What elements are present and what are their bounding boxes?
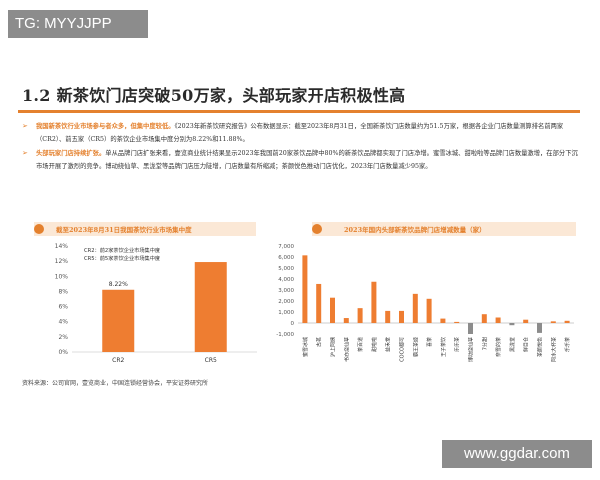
chart1-title-bar — [34, 222, 256, 236]
bar — [550, 321, 556, 323]
y-tick-label: 2,000 — [278, 299, 294, 305]
chart-concentration: 0% 2% 4% 6% 8% 10% 12% 14% CR2 8.22% CR5 CR2：前2家茶饮企… — [55, 243, 257, 364]
x-tick-label: 阿水大杯茶 — [550, 337, 557, 362]
bar — [468, 323, 473, 334]
bar — [399, 310, 404, 323]
watermark-bottom: www.ggdar.com — [442, 440, 592, 468]
bar — [440, 318, 446, 323]
bar — [371, 281, 377, 323]
y-tick-label: 14% — [55, 243, 69, 250]
bullet-highlight: 头部玩家门店持续扩张。 — [36, 150, 106, 157]
x-tick-label: 乐乐茶 — [564, 337, 571, 352]
watermark-top: TG: MYYJJPP — [8, 10, 148, 38]
x-tick-label: 茶百道 — [357, 337, 364, 352]
bar — [537, 323, 542, 333]
bar — [385, 310, 391, 323]
bar — [454, 321, 460, 323]
y-tick-label: 0 — [291, 321, 295, 327]
bar — [357, 308, 363, 323]
arrow-icon: ➢ — [22, 122, 28, 130]
chart1-title: 截至2023年8月31日我国茶饮行业市场集中度 — [56, 226, 192, 234]
chart2-title: 2023年国内头部新茶饮品牌门店增减数量（家） — [344, 226, 486, 234]
bar — [316, 283, 322, 323]
chart-store-change: -1,000 0 1,000 2,000 3,000 4,000 5,000 6,000 7,0… — [276, 244, 574, 362]
y-tick-label: 4% — [58, 319, 68, 326]
y-tick-label: 3,000 — [278, 288, 294, 294]
bar — [481, 314, 487, 323]
bar — [330, 297, 335, 323]
legend-entry: CR5：前5家茶饮企业市场集中度 — [84, 254, 160, 262]
bar — [564, 320, 570, 323]
x-tick-label: 书亦烧仙草 — [343, 337, 350, 362]
bullet-text: 单从品牌门店扩张来看，壹览商业统计结果显示2023年我国前20家茶饮品牌中80%… — [36, 150, 578, 170]
bullet-list: ➢ 我国新茶饮行业市场参与者众多，但集中度较低。《2023年新茶饮研究报告》公布… — [22, 120, 582, 174]
x-tick-label: 霸王茶姬 — [412, 337, 419, 357]
y-tick-label: 7,000 — [278, 244, 294, 250]
y-tick-label: 8% — [58, 288, 68, 295]
x-tick-label: 蜜雪冰城 — [302, 337, 309, 357]
bar — [523, 319, 529, 323]
x-tick-label: 7分甜 — [481, 337, 488, 350]
y-tick-label: 12% — [55, 258, 69, 265]
y-tick-label: 2% — [58, 334, 68, 341]
bar-cr5 — [194, 262, 227, 352]
x-tick-label: 奈雪的茶 — [495, 337, 502, 357]
page-title: 1.2 新茶饮门店突破50万家，头部玩家开店积极性高 — [22, 86, 406, 105]
chart2-title-bar — [312, 222, 576, 236]
bullet-text: 《2023年新茶饮研究报告》公布数据显示：截至2023年8月31日，全国新茶饮门… — [36, 123, 564, 143]
x-tick-label: 黑泷堂 — [509, 337, 516, 352]
bar — [412, 293, 418, 323]
bar-cr2 — [102, 289, 135, 352]
arrow-icon: ➢ — [22, 149, 28, 157]
y-tick-label: 1,000 — [278, 310, 294, 316]
y-tick-label: -1,000 — [276, 332, 294, 338]
x-tick-label: CR2 — [112, 357, 124, 364]
bar — [302, 255, 308, 323]
x-tick-label: CR5 — [205, 357, 217, 364]
x-tick-label: COCO都可 — [400, 337, 406, 362]
data-label: 8.22% — [109, 281, 128, 288]
source-note: 资料来源：公司官网，壹览商业，中国连锁经营协会，平安证券研究所 — [22, 380, 209, 387]
x-tick-label: 乐乐茶 — [454, 337, 461, 352]
bar — [495, 317, 501, 323]
chart1-bullet-icon — [34, 224, 44, 234]
bar — [343, 318, 349, 323]
bar — [509, 323, 515, 326]
y-tick-label: 5,000 — [278, 266, 294, 272]
x-tick-label: 甜啦啦 — [371, 337, 378, 352]
bar — [426, 298, 432, 323]
x-tick-label: 鲜目仓 — [523, 337, 530, 352]
bullet-highlight: 我国新茶饮行业市场参与者众多，但集中度较低。 — [36, 123, 175, 130]
title-divider — [18, 110, 580, 113]
bullet-item-expansion: ➢ 头部玩家门店持续扩张。单从品牌门店扩张来看，壹览商业统计结果显示2023年我… — [22, 147, 582, 173]
y-tick-label: 0% — [58, 349, 68, 356]
x-tick-label: 博动绕仙草 — [468, 337, 475, 362]
x-tick-label: 喜茶 — [426, 337, 433, 347]
chart2-bullet-icon — [312, 224, 322, 234]
y-tick-label: 6,000 — [278, 255, 294, 261]
legend-entry: CR2：前2家茶饮企业市场集中度 — [84, 246, 160, 254]
x-tick-label: 古茗 — [316, 337, 323, 347]
bullet-item-market: ➢ 我国新茶饮行业市场参与者众多，但集中度较低。《2023年新茶饮研究报告》公布… — [22, 120, 582, 146]
y-tick-label: 10% — [55, 273, 69, 280]
y-tick-label: 6% — [58, 304, 68, 311]
x-tick-label: 沪上阿姨 — [330, 337, 337, 357]
x-tick-label: 王子茶饮 — [440, 337, 447, 357]
x-tick-label: 益禾堂 — [385, 337, 392, 352]
x-tick-label: 茶颜悦色 — [537, 337, 544, 357]
y-tick-label: 4,000 — [278, 277, 294, 283]
